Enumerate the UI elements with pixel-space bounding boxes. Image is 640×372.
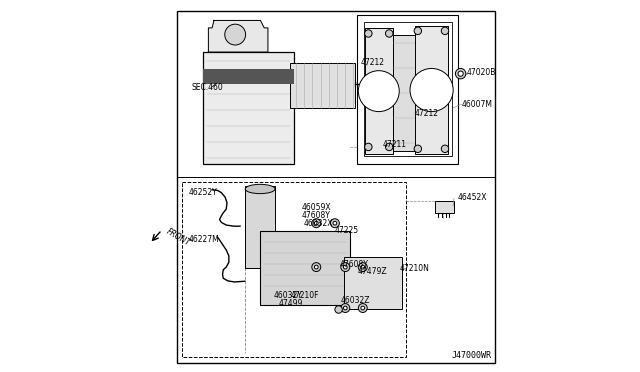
- Text: 46032X: 46032X: [303, 219, 333, 228]
- Circle shape: [358, 263, 367, 272]
- Text: FRONT: FRONT: [164, 227, 191, 248]
- Bar: [177, 11, 495, 363]
- Circle shape: [361, 306, 365, 310]
- Text: J47000WR: J47000WR: [452, 351, 492, 360]
- Circle shape: [335, 306, 342, 313]
- Bar: [291, 63, 355, 108]
- Circle shape: [314, 221, 318, 225]
- Circle shape: [385, 30, 393, 37]
- Text: 46227M: 46227M: [189, 235, 220, 244]
- Text: 47212: 47212: [415, 109, 439, 118]
- Circle shape: [341, 304, 349, 312]
- Bar: [415, 26, 449, 154]
- Circle shape: [330, 219, 339, 228]
- Circle shape: [344, 306, 347, 310]
- Text: 46032Z: 46032Z: [340, 296, 370, 305]
- Circle shape: [341, 263, 349, 272]
- Text: 46032Y: 46032Y: [273, 291, 302, 300]
- Text: SEC.460: SEC.460: [191, 83, 223, 92]
- Text: 46252Y: 46252Y: [189, 188, 218, 197]
- Polygon shape: [209, 20, 268, 52]
- Circle shape: [456, 68, 466, 79]
- Circle shape: [344, 265, 347, 269]
- Bar: [435, 201, 454, 213]
- Circle shape: [312, 263, 321, 272]
- Circle shape: [414, 145, 422, 153]
- Bar: [203, 52, 294, 164]
- Text: 47020B: 47020B: [467, 68, 496, 77]
- Text: 47499: 47499: [279, 299, 303, 308]
- Bar: [245, 186, 275, 268]
- Ellipse shape: [245, 184, 275, 193]
- Text: 47225: 47225: [334, 226, 358, 235]
- Circle shape: [333, 221, 337, 225]
- Circle shape: [312, 219, 321, 228]
- Bar: [344, 257, 402, 309]
- Text: 47211: 47211: [383, 140, 406, 149]
- Text: 46452X: 46452X: [458, 193, 487, 202]
- Bar: [182, 182, 406, 357]
- Text: 47210N: 47210N: [400, 264, 430, 273]
- Text: 47479Z: 47479Z: [357, 267, 387, 276]
- Circle shape: [410, 68, 453, 112]
- Circle shape: [225, 24, 246, 45]
- Bar: [203, 69, 294, 84]
- Text: 47210F: 47210F: [291, 291, 319, 300]
- Text: 46007M: 46007M: [461, 100, 492, 109]
- Circle shape: [414, 27, 422, 35]
- Circle shape: [361, 265, 365, 269]
- Circle shape: [441, 27, 449, 35]
- Circle shape: [314, 265, 318, 269]
- Text: 47212: 47212: [360, 58, 384, 67]
- Bar: [365, 28, 392, 154]
- Bar: [364, 22, 452, 156]
- Text: 46059X: 46059X: [301, 203, 331, 212]
- Bar: [392, 35, 417, 151]
- Circle shape: [441, 145, 449, 153]
- Circle shape: [365, 30, 372, 37]
- Circle shape: [358, 71, 399, 112]
- Bar: [260, 231, 349, 305]
- Circle shape: [358, 304, 367, 312]
- Text: 47608Y: 47608Y: [301, 211, 330, 219]
- Bar: [357, 15, 458, 164]
- Text: 47608Y: 47608Y: [339, 260, 368, 269]
- Circle shape: [458, 71, 463, 76]
- Circle shape: [385, 143, 393, 151]
- Circle shape: [365, 143, 372, 151]
